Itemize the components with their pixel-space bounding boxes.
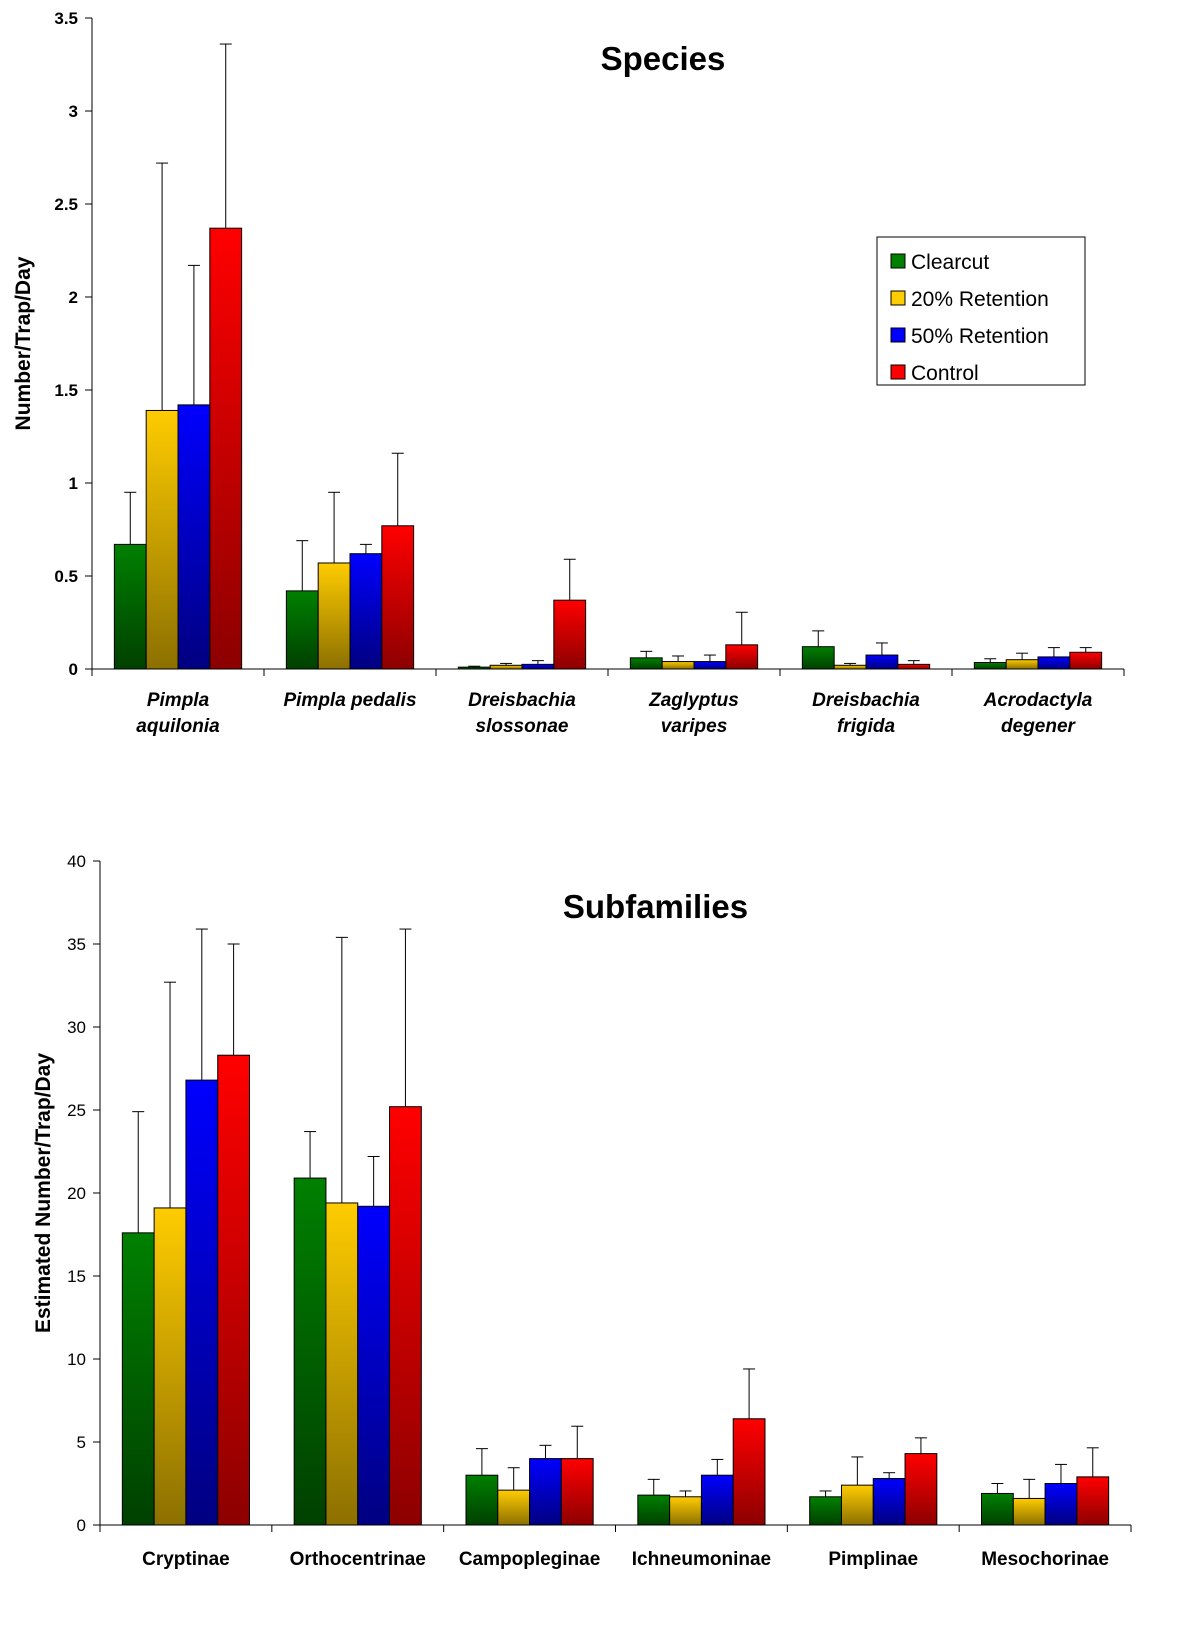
y-tick-label: 40: [67, 852, 86, 871]
bar-50-retention: [865, 654, 899, 670]
category-label: Orthocentrinae: [290, 1549, 426, 1570]
bar-control: [1076, 1476, 1110, 1526]
bar-clearcut: [809, 1496, 842, 1526]
bar-20-retention: [317, 562, 351, 670]
y-tick-label: 3.5: [54, 9, 78, 28]
bar-20-retention: [833, 664, 867, 670]
category-label: Dreisbachia: [812, 690, 920, 711]
legend-label: Control: [911, 362, 979, 385]
y-axis-label: Number/Trap/Day: [12, 256, 35, 430]
bar-clearcut: [293, 1177, 327, 1526]
bar-50-retention: [1044, 1483, 1078, 1526]
category-label: Dreisbachia: [468, 690, 576, 711]
bar-20-retention: [153, 1207, 187, 1526]
y-tick-label: 15: [67, 1267, 86, 1286]
category-label: aquilonia: [136, 716, 220, 737]
legend-label: 50% Retention: [911, 325, 1049, 348]
bar-50-retention: [349, 553, 383, 670]
y-tick-label: 35: [67, 935, 86, 954]
bar-clearcut: [801, 646, 835, 670]
category-label: slossonae: [476, 716, 569, 737]
bar-clearcut: [285, 590, 319, 670]
legend-box: [876, 236, 1086, 386]
bar-clearcut: [457, 666, 491, 670]
bar-clearcut: [121, 1232, 155, 1526]
legend-swatch: [890, 364, 906, 380]
bar-clearcut: [629, 657, 663, 670]
bar-50-retention: [700, 1474, 734, 1526]
bar-20-retention: [497, 1489, 531, 1526]
bar-50-retention: [1037, 656, 1071, 670]
category-label: Ichneumoninae: [632, 1549, 771, 1570]
bar-clearcut: [465, 1474, 499, 1526]
category-label: varipes: [661, 716, 728, 737]
legend-swatch: [890, 327, 906, 343]
y-tick-label: 10: [67, 1350, 86, 1369]
bar-20-retention: [325, 1202, 359, 1526]
y-axis-label: Estimated Number/Trap/Day: [32, 1053, 55, 1333]
bar-control: [217, 1054, 250, 1526]
chart-title: Species: [601, 40, 726, 77]
bar-50-retention: [177, 404, 211, 670]
y-tick-label: 2.5: [54, 195, 78, 214]
category-label: Zaglyptus: [648, 690, 739, 711]
bar-50-retention: [357, 1205, 391, 1526]
bar-clearcut: [113, 543, 147, 670]
category-label: frigida: [837, 716, 895, 737]
bar-50-retention: [529, 1458, 562, 1526]
y-tick-label: 30: [67, 1018, 86, 1037]
bar-control: [560, 1458, 594, 1526]
y-tick-label: 3: [69, 102, 78, 121]
category-label: Pimplinae: [828, 1549, 918, 1570]
bar-control: [381, 525, 415, 670]
category-label: Cryptinae: [142, 1549, 230, 1570]
bar-20-retention: [489, 664, 523, 670]
category-label: Acrodactyla: [983, 690, 1093, 711]
bar-20-retention: [1012, 1497, 1046, 1526]
bar-50-retention: [872, 1478, 906, 1526]
y-tick-label: 25: [67, 1101, 86, 1120]
bar-50-retention: [693, 661, 727, 670]
chart-title: Subfamilies: [563, 888, 748, 925]
y-tick-label: 5: [77, 1433, 86, 1452]
y-tick-label: 1.5: [54, 381, 78, 400]
bar-control: [732, 1418, 766, 1526]
legend-swatch: [890, 253, 906, 269]
bar-20-retention: [661, 661, 695, 670]
bar-clearcut: [981, 1492, 1014, 1526]
category-label: Pimpla pedalis: [283, 690, 416, 711]
y-tick-label: 20: [67, 1184, 86, 1203]
category-label: Mesochorinae: [981, 1549, 1109, 1570]
category-label: Campopleginae: [459, 1549, 600, 1570]
bar-20-retention: [840, 1484, 874, 1526]
legend-swatch: [890, 290, 906, 306]
bar-control: [389, 1106, 422, 1526]
legend-label: 20% Retention: [911, 288, 1049, 311]
y-tick-label: 0.5: [54, 567, 78, 586]
y-tick-label: 0: [77, 1516, 86, 1535]
y-tick-label: 0: [69, 660, 78, 679]
y-tick-label: 1: [69, 474, 78, 493]
y-tick-label: 2: [69, 288, 78, 307]
bar-20-retention: [1005, 659, 1039, 670]
category-label: Pimpla: [147, 690, 210, 711]
bar-50-retention: [521, 663, 555, 670]
bar-20-retention: [669, 1496, 702, 1526]
bar-control: [897, 663, 931, 670]
bar-clearcut: [637, 1494, 671, 1526]
bar-control: [553, 599, 587, 670]
bar-50-retention: [185, 1079, 219, 1526]
legend-label: Clearcut: [911, 251, 989, 274]
bar-control: [209, 227, 243, 670]
bar-20-retention: [145, 409, 179, 670]
category-label: degener: [1001, 716, 1077, 737]
bar-control: [725, 644, 759, 670]
bar-control: [1069, 651, 1103, 670]
bar-control: [904, 1453, 938, 1526]
bar-clearcut: [973, 661, 1007, 670]
